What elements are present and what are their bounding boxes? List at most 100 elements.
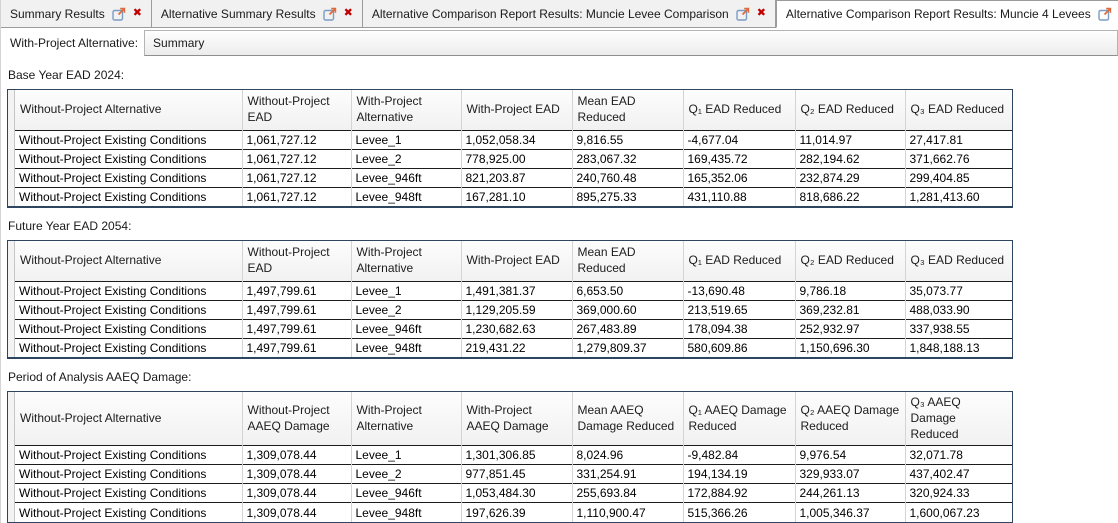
table-cell[interactable]: Levee_948ft [351, 337, 462, 357]
table-cell[interactable]: Levee_1 [351, 129, 462, 149]
column-header[interactable]: Without-Project AAEQ Damage [242, 392, 352, 446]
table-cell[interactable]: 329,933.07 [795, 464, 906, 484]
table-cell[interactable]: Without-Project Existing Conditions [15, 337, 243, 357]
table-cell[interactable]: 337,938.55 [905, 318, 1012, 338]
table-cell[interactable]: Without-Project Existing Conditions [15, 502, 243, 522]
table-cell[interactable]: Without-Project Existing Conditions [15, 483, 243, 503]
table-cell[interactable]: 1,281,413.60 [905, 186, 1012, 206]
table-cell[interactable]: -13,690.48 [683, 280, 796, 300]
table-cell[interactable]: Without-Project Existing Conditions [15, 445, 243, 465]
table-cell[interactable]: Levee_948ft [351, 186, 462, 206]
table-cell[interactable]: 240,760.48 [572, 167, 684, 187]
table-cell[interactable]: 1,061,727.12 [242, 167, 352, 187]
column-header[interactable]: With-Project Alternative [351, 241, 462, 281]
table-cell[interactable]: 178,094.38 [683, 318, 796, 338]
table-cell[interactable]: 331,254.91 [572, 464, 684, 484]
table-cell[interactable]: 213,519.65 [683, 299, 796, 319]
table-cell[interactable]: 255,693.84 [572, 483, 684, 503]
table-cell[interactable]: Levee_948ft [351, 502, 462, 522]
table-cell[interactable]: 515,366.26 [683, 502, 796, 522]
column-header[interactable]: Q₃ AAEQ Damage Reduced [905, 392, 1012, 446]
table-cell[interactable]: 1,061,727.12 [242, 129, 352, 149]
table-cell[interactable]: 977,851.45 [461, 464, 573, 484]
table-cell[interactable]: 11,014.97 [795, 129, 906, 149]
table-cell[interactable]: 267,483.89 [572, 318, 684, 338]
table-cell[interactable]: 299,404.85 [905, 167, 1012, 187]
table-cell[interactable]: Without-Project Existing Conditions [15, 186, 243, 206]
table-cell[interactable]: 219,431.22 [461, 337, 573, 357]
column-header[interactable]: Without-Project EAD [242, 241, 352, 281]
table-cell[interactable]: 1,230,682.63 [461, 318, 573, 338]
table-cell[interactable]: 778,925.00 [461, 148, 573, 168]
table-cell[interactable]: Levee_1 [351, 280, 462, 300]
column-header[interactable]: Q₃ EAD Reduced [905, 90, 1012, 130]
table-cell[interactable]: 167,281.10 [461, 186, 573, 206]
table-cell[interactable]: 232,874.29 [795, 167, 906, 187]
table-cell[interactable]: 369,232.81 [795, 299, 906, 319]
column-header[interactable]: Q₃ EAD Reduced [905, 241, 1012, 281]
table-cell[interactable]: 8,024.96 [572, 445, 684, 465]
table-cell[interactable]: 369,000.60 [572, 299, 684, 319]
table-cell[interactable]: 1,053,484.30 [461, 483, 573, 503]
table-cell[interactable]: 895,275.33 [572, 186, 684, 206]
table-cell[interactable]: Levee_1 [351, 445, 462, 465]
column-header[interactable]: Q₁ EAD Reduced [683, 90, 796, 130]
table-cell[interactable]: 488,033.90 [905, 299, 1012, 319]
table-cell[interactable]: 371,662.76 [905, 148, 1012, 168]
open-in-new-window-icon[interactable] [322, 7, 337, 21]
table-cell[interactable]: 6,653.50 [572, 280, 684, 300]
table-cell[interactable]: 9,976.54 [795, 445, 906, 465]
with-project-alternative-select[interactable]: Summary [144, 30, 1118, 56]
table-cell[interactable]: 1,497,799.61 [242, 299, 352, 319]
table-cell[interactable]: Levee_2 [351, 464, 462, 484]
table-cell[interactable]: 821,203.87 [461, 167, 573, 187]
table-cell[interactable]: 244,261.13 [795, 483, 906, 503]
table-cell[interactable]: 35,073.77 [905, 280, 1012, 300]
table-cell[interactable]: 32,071.78 [905, 445, 1012, 465]
open-in-new-window-icon[interactable] [111, 7, 126, 21]
table-cell[interactable]: 1,497,799.61 [242, 337, 352, 357]
table-cell[interactable]: Levee_2 [351, 148, 462, 168]
table-cell[interactable]: 1,052,058.34 [461, 129, 573, 149]
column-header[interactable]: With-Project EAD [461, 241, 573, 281]
table-cell[interactable]: 1,110,900.47 [572, 502, 684, 522]
table-cell[interactable]: 1,150,696.30 [795, 337, 906, 357]
table-cell[interactable]: 1,309,078.44 [242, 483, 352, 503]
column-header[interactable]: With-Project Alternative [351, 90, 462, 130]
table-cell[interactable]: 818,686.22 [795, 186, 906, 206]
column-header[interactable]: With-Project Alternative [351, 392, 462, 446]
column-header[interactable]: Without-Project EAD [242, 90, 352, 130]
table-cell[interactable]: 1,279,809.37 [572, 337, 684, 357]
table-cell[interactable]: 283,067.32 [572, 148, 684, 168]
table-cell[interactable]: 1,848,188.13 [905, 337, 1012, 357]
table-cell[interactable]: 9,816.55 [572, 129, 684, 149]
table-cell[interactable]: -9,482.84 [683, 445, 796, 465]
table-cell[interactable]: 1,005,346.37 [795, 502, 906, 522]
table-cell[interactable]: 169,435.72 [683, 148, 796, 168]
close-tab-icon[interactable]: ✖ [343, 7, 353, 19]
table-cell[interactable]: Without-Project Existing Conditions [15, 167, 243, 187]
table-cell[interactable]: 27,417.81 [905, 129, 1012, 149]
table-cell[interactable]: 1,129,205.59 [461, 299, 573, 319]
column-header[interactable]: Q₁ EAD Reduced [683, 241, 796, 281]
column-header[interactable]: Without-Project Alternative [15, 90, 243, 130]
table-cell[interactable]: -4,677.04 [683, 129, 796, 149]
table-cell[interactable]: 9,786.18 [795, 280, 906, 300]
table-cell[interactable]: Without-Project Existing Conditions [15, 464, 243, 484]
table-cell[interactable]: 1,309,078.44 [242, 464, 352, 484]
table-cell[interactable]: 1,491,381.37 [461, 280, 573, 300]
table-cell[interactable]: 580,609.86 [683, 337, 796, 357]
table-cell[interactable]: Without-Project Existing Conditions [15, 129, 243, 149]
table-cell[interactable]: 431,110.88 [683, 186, 796, 206]
table-cell[interactable]: 194,134.19 [683, 464, 796, 484]
column-header[interactable]: Mean EAD Reduced [572, 241, 684, 281]
column-header[interactable]: With-Project EAD [461, 90, 573, 130]
table-cell[interactable]: 252,932.97 [795, 318, 906, 338]
column-header[interactable]: Q₂ EAD Reduced [795, 90, 906, 130]
column-header[interactable]: Q₁ AAEQ Damage Reduced [683, 392, 796, 446]
close-tab-icon[interactable]: ✖ [132, 7, 142, 19]
table-cell[interactable]: 320,924.33 [905, 483, 1012, 503]
table-cell[interactable]: 1,301,306.85 [461, 445, 573, 465]
table-cell[interactable]: 1,309,078.44 [242, 445, 352, 465]
column-header[interactable]: Mean EAD Reduced [572, 90, 684, 130]
